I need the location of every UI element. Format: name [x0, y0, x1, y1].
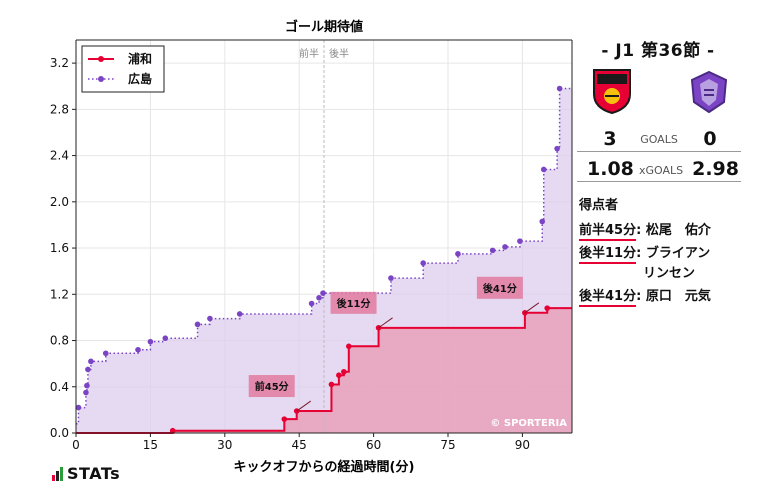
away-shot-point [388, 275, 394, 281]
home-xg: 1.08 [587, 158, 634, 180]
away-shot-point [455, 251, 461, 257]
y-tick-label: 0.8 [50, 334, 69, 348]
x-tick-label: 75 [440, 438, 455, 452]
scorer-item: 後半41分: 原口 元気 [579, 285, 711, 307]
x-tick-label: 0 [72, 438, 80, 452]
away-shot-point [207, 315, 213, 322]
away-shot-point [420, 260, 427, 266]
away-shot-point [316, 294, 322, 301]
y-tick-label: 2.8 [50, 102, 69, 116]
home-shot-point [346, 343, 352, 350]
y-tick-label: 0.4 [50, 380, 69, 394]
goal-annotation-label: 後11分 [337, 297, 371, 310]
goals-label: GOALS [640, 133, 678, 146]
xg-row: 1.08 xGOALS 2.98 [577, 158, 741, 182]
away-shot-point [75, 404, 82, 411]
scorer-time: 前半45分 [579, 223, 637, 241]
y-tick-label: 1.2 [50, 287, 69, 301]
home-shot-point [169, 427, 176, 434]
scorer-item: 前半45分: 松尾 佑介 [579, 219, 711, 241]
y-tick-label: 0.0 [50, 426, 69, 440]
score-row: 3 GOALS 0 [577, 128, 741, 150]
home-shot-point [281, 416, 288, 422]
away-shot-point [540, 166, 547, 173]
x-tick-label: 60 [366, 438, 381, 452]
goal-annotation-label: 後41分 [483, 282, 517, 295]
away-shot-point [83, 389, 89, 396]
away-shot-point [236, 311, 243, 317]
legend-swatch-point [98, 56, 104, 62]
scorer-name: 松尾 佑介 [645, 223, 711, 238]
scorer-item: 後半11分: ブライアン [579, 242, 711, 264]
away-shot-point [88, 358, 94, 365]
half-label-first: 前半 [299, 47, 319, 60]
x-tick-label: 45 [292, 438, 307, 452]
away-xg: 2.98 [692, 158, 739, 180]
away-shot-point [554, 145, 560, 152]
away-shot-point [102, 350, 109, 357]
x-tick-label: 15 [143, 438, 158, 452]
away-shot-point [517, 238, 523, 244]
goal-annotation-leader [296, 400, 312, 412]
legend-label: 浦和 [128, 51, 152, 66]
watermark: © SPORTERIA [490, 418, 567, 429]
bars-icon [52, 466, 64, 485]
away-shot-point [162, 335, 169, 342]
x-tick-label: 30 [217, 438, 232, 452]
away-shot-point [556, 85, 563, 92]
y-tick-label: 2.0 [50, 195, 69, 209]
home-area [76, 308, 572, 433]
home-shot-point [336, 372, 342, 379]
home-shot-point [328, 381, 335, 388]
chart-title: ゴール期待値 [285, 19, 363, 35]
y-tick-label: 1.6 [50, 241, 69, 255]
legend-swatch-point [98, 76, 104, 82]
scorer-name: ブライアン [645, 246, 711, 261]
y-tick-label: 3.2 [50, 56, 69, 70]
away-shot-point [539, 218, 546, 225]
away-shot-point [147, 338, 154, 345]
xg-label: xGOALS [639, 164, 684, 177]
scorer-name-cont: リンセン [643, 266, 696, 281]
home-score: 3 [603, 128, 617, 150]
away-shot-point [320, 290, 326, 296]
goal-annotation-box [476, 276, 523, 299]
divider [577, 181, 741, 182]
goal-annotation-leader [378, 317, 393, 329]
legend-label: 広島 [128, 71, 152, 86]
away-shot-point [489, 247, 496, 254]
away-shot-point [308, 300, 315, 307]
x-tick-label: 90 [515, 438, 530, 452]
scorer-name: 原口 元気 [645, 289, 711, 304]
match-title: - J1 第36節 - [601, 41, 715, 61]
goal-annotation-box [248, 375, 295, 398]
away-shot-point [135, 346, 141, 353]
goal-annotation-label: 前45分 [255, 380, 289, 393]
goal-annotation-leader [524, 302, 540, 314]
away-score: 0 [703, 128, 717, 150]
scorer-time: 後半41分 [579, 289, 637, 307]
half-label-second: 後半 [329, 47, 349, 60]
away-shot-point [194, 321, 201, 328]
away-shot-point [84, 382, 90, 389]
scorer-time: 後半11分 [579, 246, 637, 264]
brand-name: STATs [67, 464, 121, 483]
legend-box [81, 45, 165, 93]
divider [577, 151, 741, 152]
away-crest-icon [688, 70, 730, 118]
x-axis-label: キックオフからの経過時間(分) [234, 459, 415, 475]
home-shot-point [544, 305, 550, 311]
home-shot-point [341, 368, 347, 375]
away-shot-point [85, 366, 91, 373]
away-shot-point [502, 244, 508, 250]
y-tick-label: 2.4 [50, 149, 69, 163]
stats-logo: STATs [52, 464, 120, 485]
goal-annotation-box [330, 291, 377, 314]
scorers-title: 得点者 [579, 198, 619, 213]
home-crest-icon [591, 68, 633, 118]
